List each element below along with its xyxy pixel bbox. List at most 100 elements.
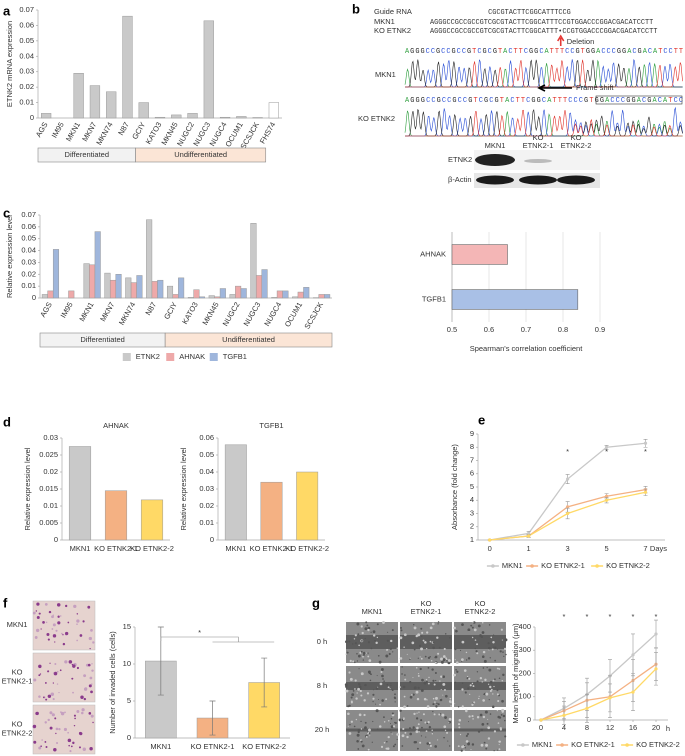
texture-dot [429,626,433,630]
texture-dot [376,623,379,626]
texture-dot [388,652,391,656]
cell-dot [54,641,56,643]
cell-dot [73,714,76,717]
group-box [164,332,333,348]
texture-dot [363,713,366,717]
texture-dot [448,745,451,747]
texture-dot [454,659,456,661]
texture-dot [492,679,495,682]
texture-dot [464,691,467,694]
texture-dot [420,635,423,637]
point [608,696,612,700]
texture-dot [358,685,362,689]
texture-dot [486,666,488,669]
texture-dot [457,706,460,708]
cell-dot [47,718,50,722]
texture-dot [349,659,352,662]
y-tick-label: 0.02 [21,269,36,278]
cell-dot [82,620,85,623]
texture-dot [476,680,479,683]
bar [94,231,101,299]
texture-dot [411,694,413,696]
cell-dot [83,674,87,678]
x-tick-label: NUGC3 [242,300,263,327]
texture-dot [474,688,476,690]
texture-dot [401,745,404,747]
texture-dot [496,689,499,692]
texture-dot [439,698,443,702]
bar [193,289,200,299]
texture-dot [498,740,501,743]
bar [68,446,92,541]
x-tick-label: 7 [643,544,647,553]
texture-dot [399,709,402,712]
texture-dot [489,637,492,639]
texture-dot [354,661,356,664]
texture-dot [498,677,501,680]
texture-dot [365,735,368,738]
texture-dot [430,660,433,662]
texture-dot [455,668,457,671]
texture-dot [503,646,505,648]
bar [73,73,84,119]
image-label: KO [12,719,23,728]
cell-dot [58,691,60,694]
texture-dot [467,628,471,632]
bar [261,269,268,299]
y-tick-label: 0.02 [43,467,58,476]
image-column-label: KO [421,599,432,608]
texture-dot [481,722,485,726]
chromatogram-trace [405,109,683,137]
texture-dot [458,718,462,722]
texture-dot [454,681,457,684]
texture-dot [421,631,424,634]
texture-dot [416,747,419,750]
bar [146,219,153,299]
bar [47,290,54,299]
texture-dot [383,721,386,723]
texture-dot [415,690,419,694]
x-tick-label: AGS [38,300,54,318]
cell-dot [55,727,59,731]
texture-dot [437,623,439,625]
texture-dot [348,671,351,674]
texture-dot [379,703,381,706]
texture-dot [501,679,504,682]
texture-dot [392,725,396,728]
y-axis-label: Absorbance (fold change) [450,444,459,530]
texture-dot [360,694,363,697]
y-tick-label: 0.03 [19,67,34,76]
texture-dot [404,674,406,676]
y-tick-label: 0.04 [21,246,36,255]
texture-dot [402,718,405,721]
texture-dot [355,718,358,721]
cell-dot [52,697,55,701]
texture-dot [376,728,379,730]
texture-dot [404,678,407,681]
x-tick-label: KO ETNK2-1 [94,544,138,553]
texture-dot [372,630,376,634]
group-label: Undifferentiated [222,335,275,344]
bar [138,102,149,119]
texture-dot [447,661,451,665]
x-tick-label: GCIY [162,300,179,320]
cell-dot [76,666,80,670]
texture-dot [389,729,392,731]
bar [219,288,226,299]
blot-band [475,154,515,166]
bar [122,15,133,119]
blot-band [476,175,514,185]
texture-dot [503,647,507,650]
texture-dot [482,667,485,669]
texture-dot [466,734,468,737]
y-tick-label: 0.01 [199,518,214,527]
micrograph [32,600,96,651]
texture-dot [372,693,375,696]
cell-dot [67,731,69,734]
legend-marker [625,743,629,747]
texture-dot [438,646,441,649]
texture-dot [499,727,502,730]
texture-dot [370,631,372,633]
cell-dot [53,671,58,676]
chromatogram-trace [404,110,683,137]
